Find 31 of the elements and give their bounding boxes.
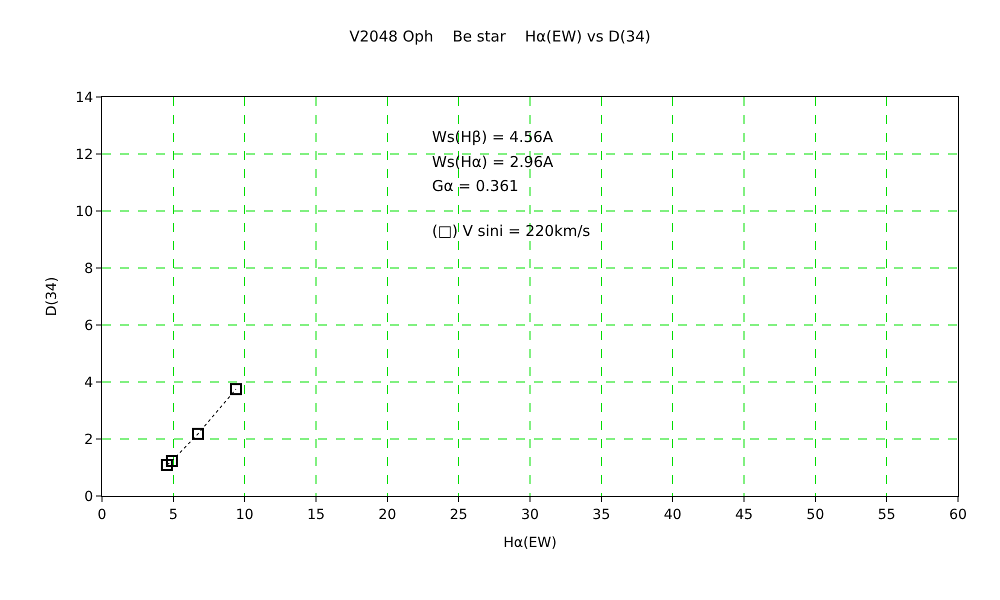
point (192, 428, 204, 440)
point (230, 383, 242, 396)
y-axis-title: D(34) (44, 276, 60, 316)
x-tick-label: 55 (878, 506, 896, 523)
x-tick-label: 25 (450, 506, 468, 523)
x-tick-label: 45 (735, 506, 753, 523)
x-axis-title: Hα(EW) (503, 535, 557, 552)
y-tick-label: 14 (75, 90, 94, 106)
x-tick-label: 15 (307, 506, 325, 523)
x-tick-label: 35 (592, 506, 610, 523)
x-tick-label: 50 (806, 506, 824, 523)
y-tick-label: 12 (75, 146, 94, 163)
x-tick-label: 30 (521, 506, 539, 523)
annotation: (□) V sini = 220km/s (432, 222, 590, 240)
point (160, 458, 173, 471)
x-tick-label: 10 (236, 506, 254, 523)
y-tick-label: 10 (75, 204, 94, 220)
x-tick-label: 5 (168, 506, 178, 523)
y-tick-label: 0 (84, 488, 94, 505)
x-tick-label: 0 (98, 506, 106, 523)
x-tick-label: 40 (664, 506, 682, 523)
x-tick-label: 20 (378, 506, 396, 523)
y-tick-label: 8 (84, 260, 94, 277)
y-tick-label: 2 (84, 432, 94, 448)
point (166, 454, 178, 467)
y-tick-label: 6 (84, 318, 94, 334)
x-tick-label: 60 (949, 506, 967, 523)
annotation: Ws(Hα) = 2.96A (432, 153, 554, 171)
y-tick-label: 4 (84, 374, 94, 391)
chart-title: V2048 Oph Be star Hα(EW) vs D(34) (349, 27, 651, 46)
annotation: Gα = 0.361 (432, 177, 519, 195)
